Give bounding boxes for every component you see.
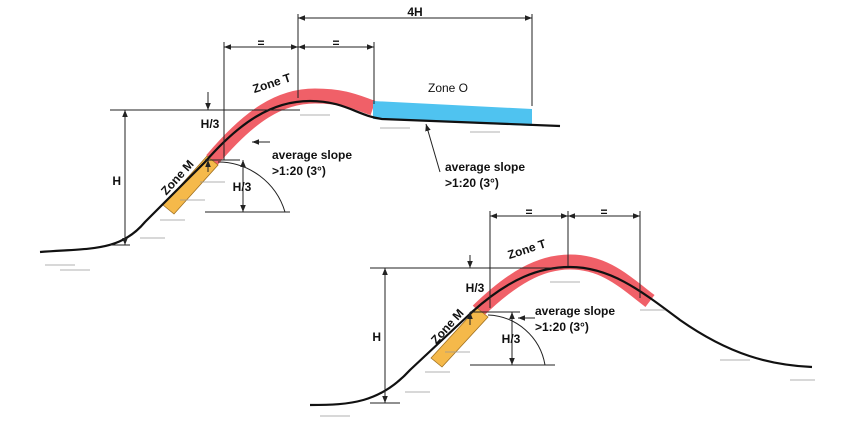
- label-equal: =: [525, 205, 532, 219]
- label-equal: =: [257, 36, 264, 50]
- hatching: [45, 114, 500, 271]
- label-h3: H/3: [233, 180, 252, 194]
- label-zone-t: Zone T: [506, 236, 548, 262]
- label-h3: H/3: [201, 117, 220, 131]
- label-4h: 4H: [407, 5, 422, 19]
- label-h3: H/3: [466, 281, 485, 295]
- label-slope: >1:20 (3°): [445, 176, 499, 190]
- hatching: [320, 281, 815, 417]
- ground-line: [39, 99, 561, 254]
- label-slope: >1:20 (3°): [272, 164, 326, 178]
- label-equal: =: [332, 36, 339, 50]
- label-zone-t: Zone T: [251, 70, 293, 96]
- label-equal: =: [600, 205, 607, 219]
- zone-m-band: [162, 155, 219, 215]
- ground-line: [309, 265, 813, 407]
- hill-plateau: 4H = = Zone T Zone O H/3 H Zone M H/3 av…: [39, 5, 561, 271]
- hill-crest: = = Zone T H/3 H Zone M H/3 average slop…: [309, 205, 815, 417]
- label-h3: H/3: [502, 332, 521, 346]
- label-zone-o: Zone O: [428, 81, 468, 95]
- leader: [425, 123, 441, 173]
- label-slope: average slope: [445, 160, 525, 174]
- zone-t-band: [206, 88, 376, 165]
- label-h: H: [372, 330, 381, 344]
- label-h: H: [112, 174, 121, 188]
- label-slope: average slope: [535, 304, 615, 318]
- label-slope: average slope: [272, 148, 352, 162]
- label-slope: >1:20 (3°): [535, 320, 589, 334]
- extension-lines: [110, 14, 533, 246]
